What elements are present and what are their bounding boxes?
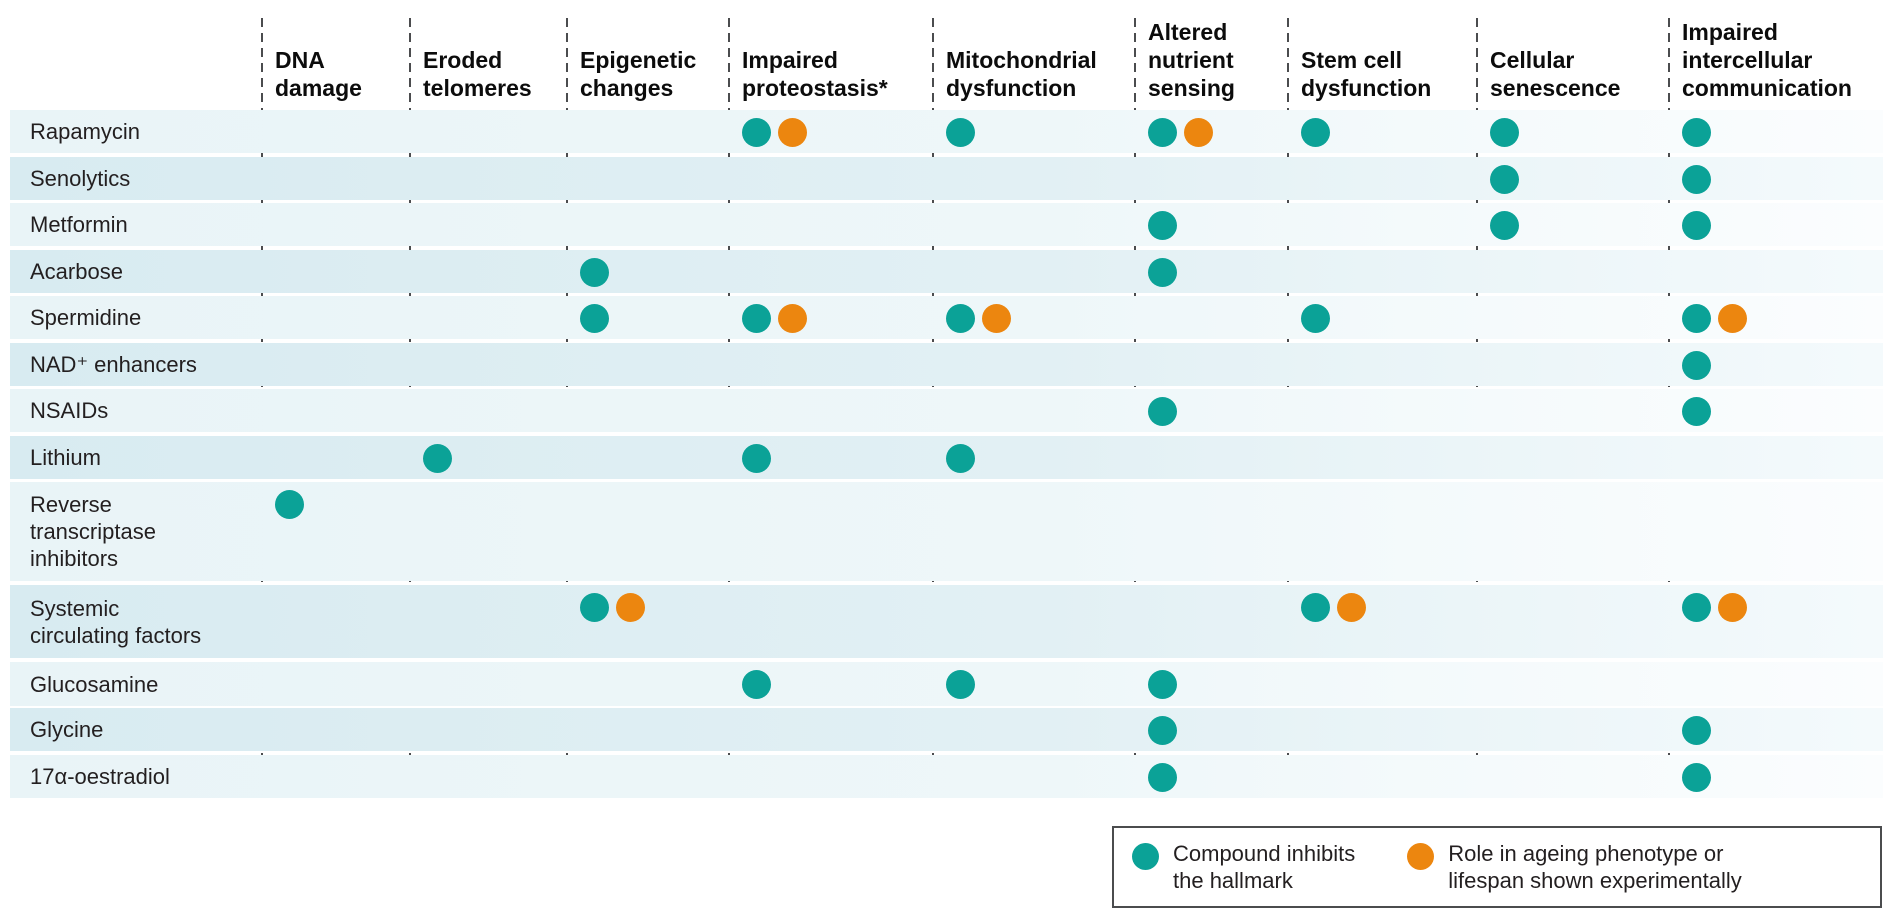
experimental-dot [981, 303, 1011, 333]
inhibits-dot [1681, 715, 1711, 745]
legend-label-inhibits: Compound inhibits the hallmark [1173, 841, 1356, 893]
compound-row: Reverse transcriptase inhibitors [10, 482, 1883, 581]
compound-row: Lithium [10, 436, 1883, 479]
experimental-dot [777, 117, 807, 147]
inhibits-dot [945, 117, 975, 147]
inhibits-dot [1300, 117, 1330, 147]
inhibits-dot [1489, 117, 1519, 147]
inhibits-dot [1681, 592, 1711, 622]
inhibits-dot [1147, 257, 1177, 287]
compound-label: Reverse transcriptase inhibitors [30, 492, 156, 571]
inhibits-dot [1147, 210, 1177, 240]
compound-row: Glycine [10, 708, 1883, 751]
legend-label-experimental: Role in ageing phenotype or lifespan sho… [1448, 841, 1742, 893]
experimental-dot [1183, 117, 1213, 147]
inhibits-dot [1147, 396, 1177, 426]
inhibits-dot [1681, 210, 1711, 240]
hallmark-column-header: Epigenetic changes [580, 47, 697, 101]
inhibits-dot [579, 303, 609, 333]
compound-label: NAD⁺ enhancers [30, 352, 197, 377]
inhibits-dot [945, 443, 975, 473]
inhibits-dot [579, 592, 609, 622]
compound-row: Spermidine [10, 296, 1883, 339]
experimental-dot [777, 303, 807, 333]
experimental-dot [615, 592, 645, 622]
inhibits-dot [1300, 303, 1330, 333]
inhibits-dot [1681, 762, 1711, 792]
compound-label: Metformin [30, 212, 128, 237]
inhibits-dot [1681, 303, 1711, 333]
inhibits-dot [274, 489, 304, 519]
legend: Compound inhibits the hallmark Role in a… [1112, 826, 1882, 908]
compound-label: NSAIDs [30, 398, 109, 423]
inhibits-dot [1489, 164, 1519, 194]
compound-row: NSAIDs [10, 389, 1883, 432]
inhibits-dot [422, 443, 452, 473]
inhibits-dot [1147, 117, 1177, 147]
inhibits-dot-icon [1132, 843, 1159, 870]
hallmark-column-header: DNA damage [275, 47, 362, 101]
compound-row: 17α-oestradiol [10, 755, 1883, 798]
compound-label: Glycine [30, 717, 104, 742]
hallmark-column-header: Stem cell dysfunction [1301, 47, 1432, 101]
hallmark-column-header: Mitochondrial dysfunction [946, 47, 1097, 101]
hallmark-column-header: Impaired proteostasis* [742, 47, 888, 101]
inhibits-dot [945, 669, 975, 699]
compound-label: Lithium [30, 445, 101, 470]
experimental-dot [1717, 303, 1747, 333]
inhibits-dot [741, 117, 771, 147]
legend-item-experimental: Role in ageing phenotype or lifespan sho… [1407, 840, 1742, 894]
compound-label: Spermidine [30, 305, 142, 330]
inhibits-dot [1147, 669, 1177, 699]
inhibits-dot [741, 669, 771, 699]
inhibits-dot [1147, 715, 1177, 745]
legend-item-inhibits: Compound inhibits the hallmark [1132, 840, 1355, 894]
inhibits-dot [741, 443, 771, 473]
compound-label: Systemic circulating factors [30, 595, 202, 648]
compound-row: Acarbose [10, 250, 1883, 293]
inhibits-dot [945, 303, 975, 333]
compound-label: Senolytics [30, 166, 131, 191]
inhibits-dot [1681, 350, 1711, 380]
compound-row: NAD⁺ enhancers [10, 343, 1883, 386]
hallmark-column-header: Impaired intercellular communication [1682, 19, 1852, 101]
inhibits-dot [579, 257, 609, 287]
hallmark-column-header: Eroded telomeres [423, 47, 532, 101]
compound-label: Rapamycin [30, 119, 141, 144]
inhibits-dot [1681, 396, 1711, 426]
inhibits-dot [1147, 762, 1177, 792]
compound-row: Systemic circulating factors [10, 585, 1883, 658]
hallmark-column-header: Cellular senescence [1490, 47, 1621, 101]
inhibits-dot [1681, 164, 1711, 194]
inhibits-dot [741, 303, 771, 333]
inhibits-dot [1489, 210, 1519, 240]
compound-row: Glucosamine [10, 662, 1883, 706]
compound-row: Senolytics [10, 157, 1883, 200]
inhibits-dot [1300, 592, 1330, 622]
experimental-dot [1336, 592, 1366, 622]
inhibits-dot [1681, 117, 1711, 147]
compound-label: Glucosamine [30, 671, 159, 697]
experimental-dot-icon [1407, 843, 1435, 870]
hallmark-column-header: Altered nutrient sensing [1148, 19, 1235, 101]
experimental-dot [1717, 592, 1747, 622]
compound-label: Acarbose [30, 259, 123, 284]
compound-row: Metformin [10, 203, 1883, 246]
compound-row: Rapamycin [10, 110, 1883, 153]
compound-label: 17α-oestradiol [30, 764, 170, 789]
